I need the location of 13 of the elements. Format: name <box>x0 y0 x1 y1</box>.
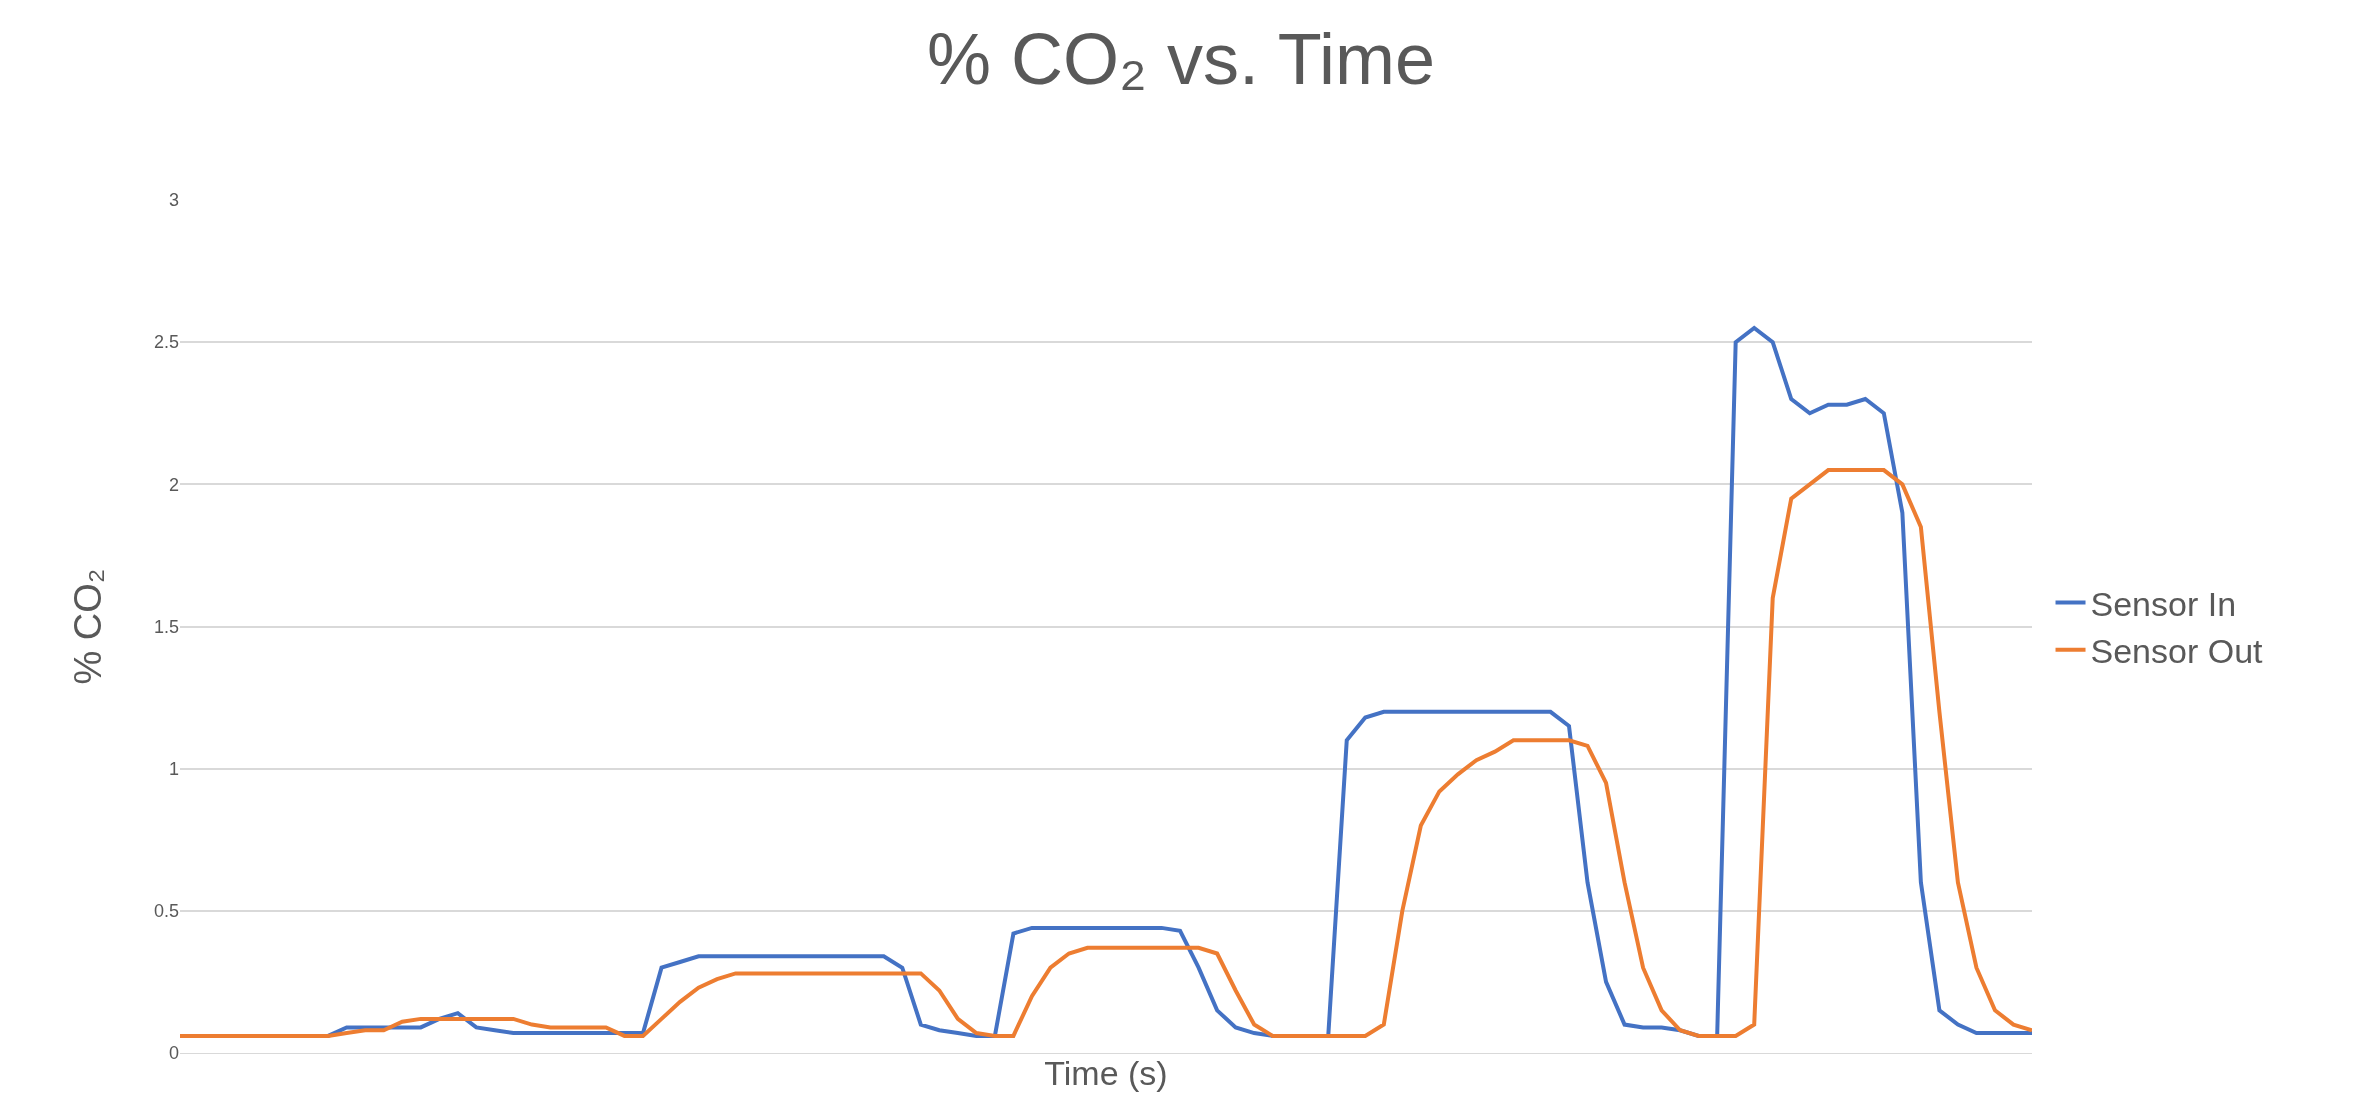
y-tick-label: 1.5 <box>153 616 179 637</box>
y-tick-label: 1 <box>168 758 179 779</box>
line-series <box>180 468 2032 1038</box>
y-tick-label: 2.5 <box>153 332 179 353</box>
y-tick-label: 0 <box>168 1043 179 1064</box>
y-tick-label: 2 <box>168 474 179 495</box>
chart-title: % CO₂ vs. Time <box>926 18 1436 99</box>
legend-label: Sensor Out <box>2090 632 2264 671</box>
x-axis-title: Time (s) <box>1044 1053 1168 1092</box>
y-axis-title: % CO₂ <box>67 568 110 685</box>
y-tick-label: 3 <box>168 190 179 211</box>
legend-label: Sensor In <box>2090 584 2237 623</box>
y-tick-label: 0.5 <box>153 901 179 922</box>
